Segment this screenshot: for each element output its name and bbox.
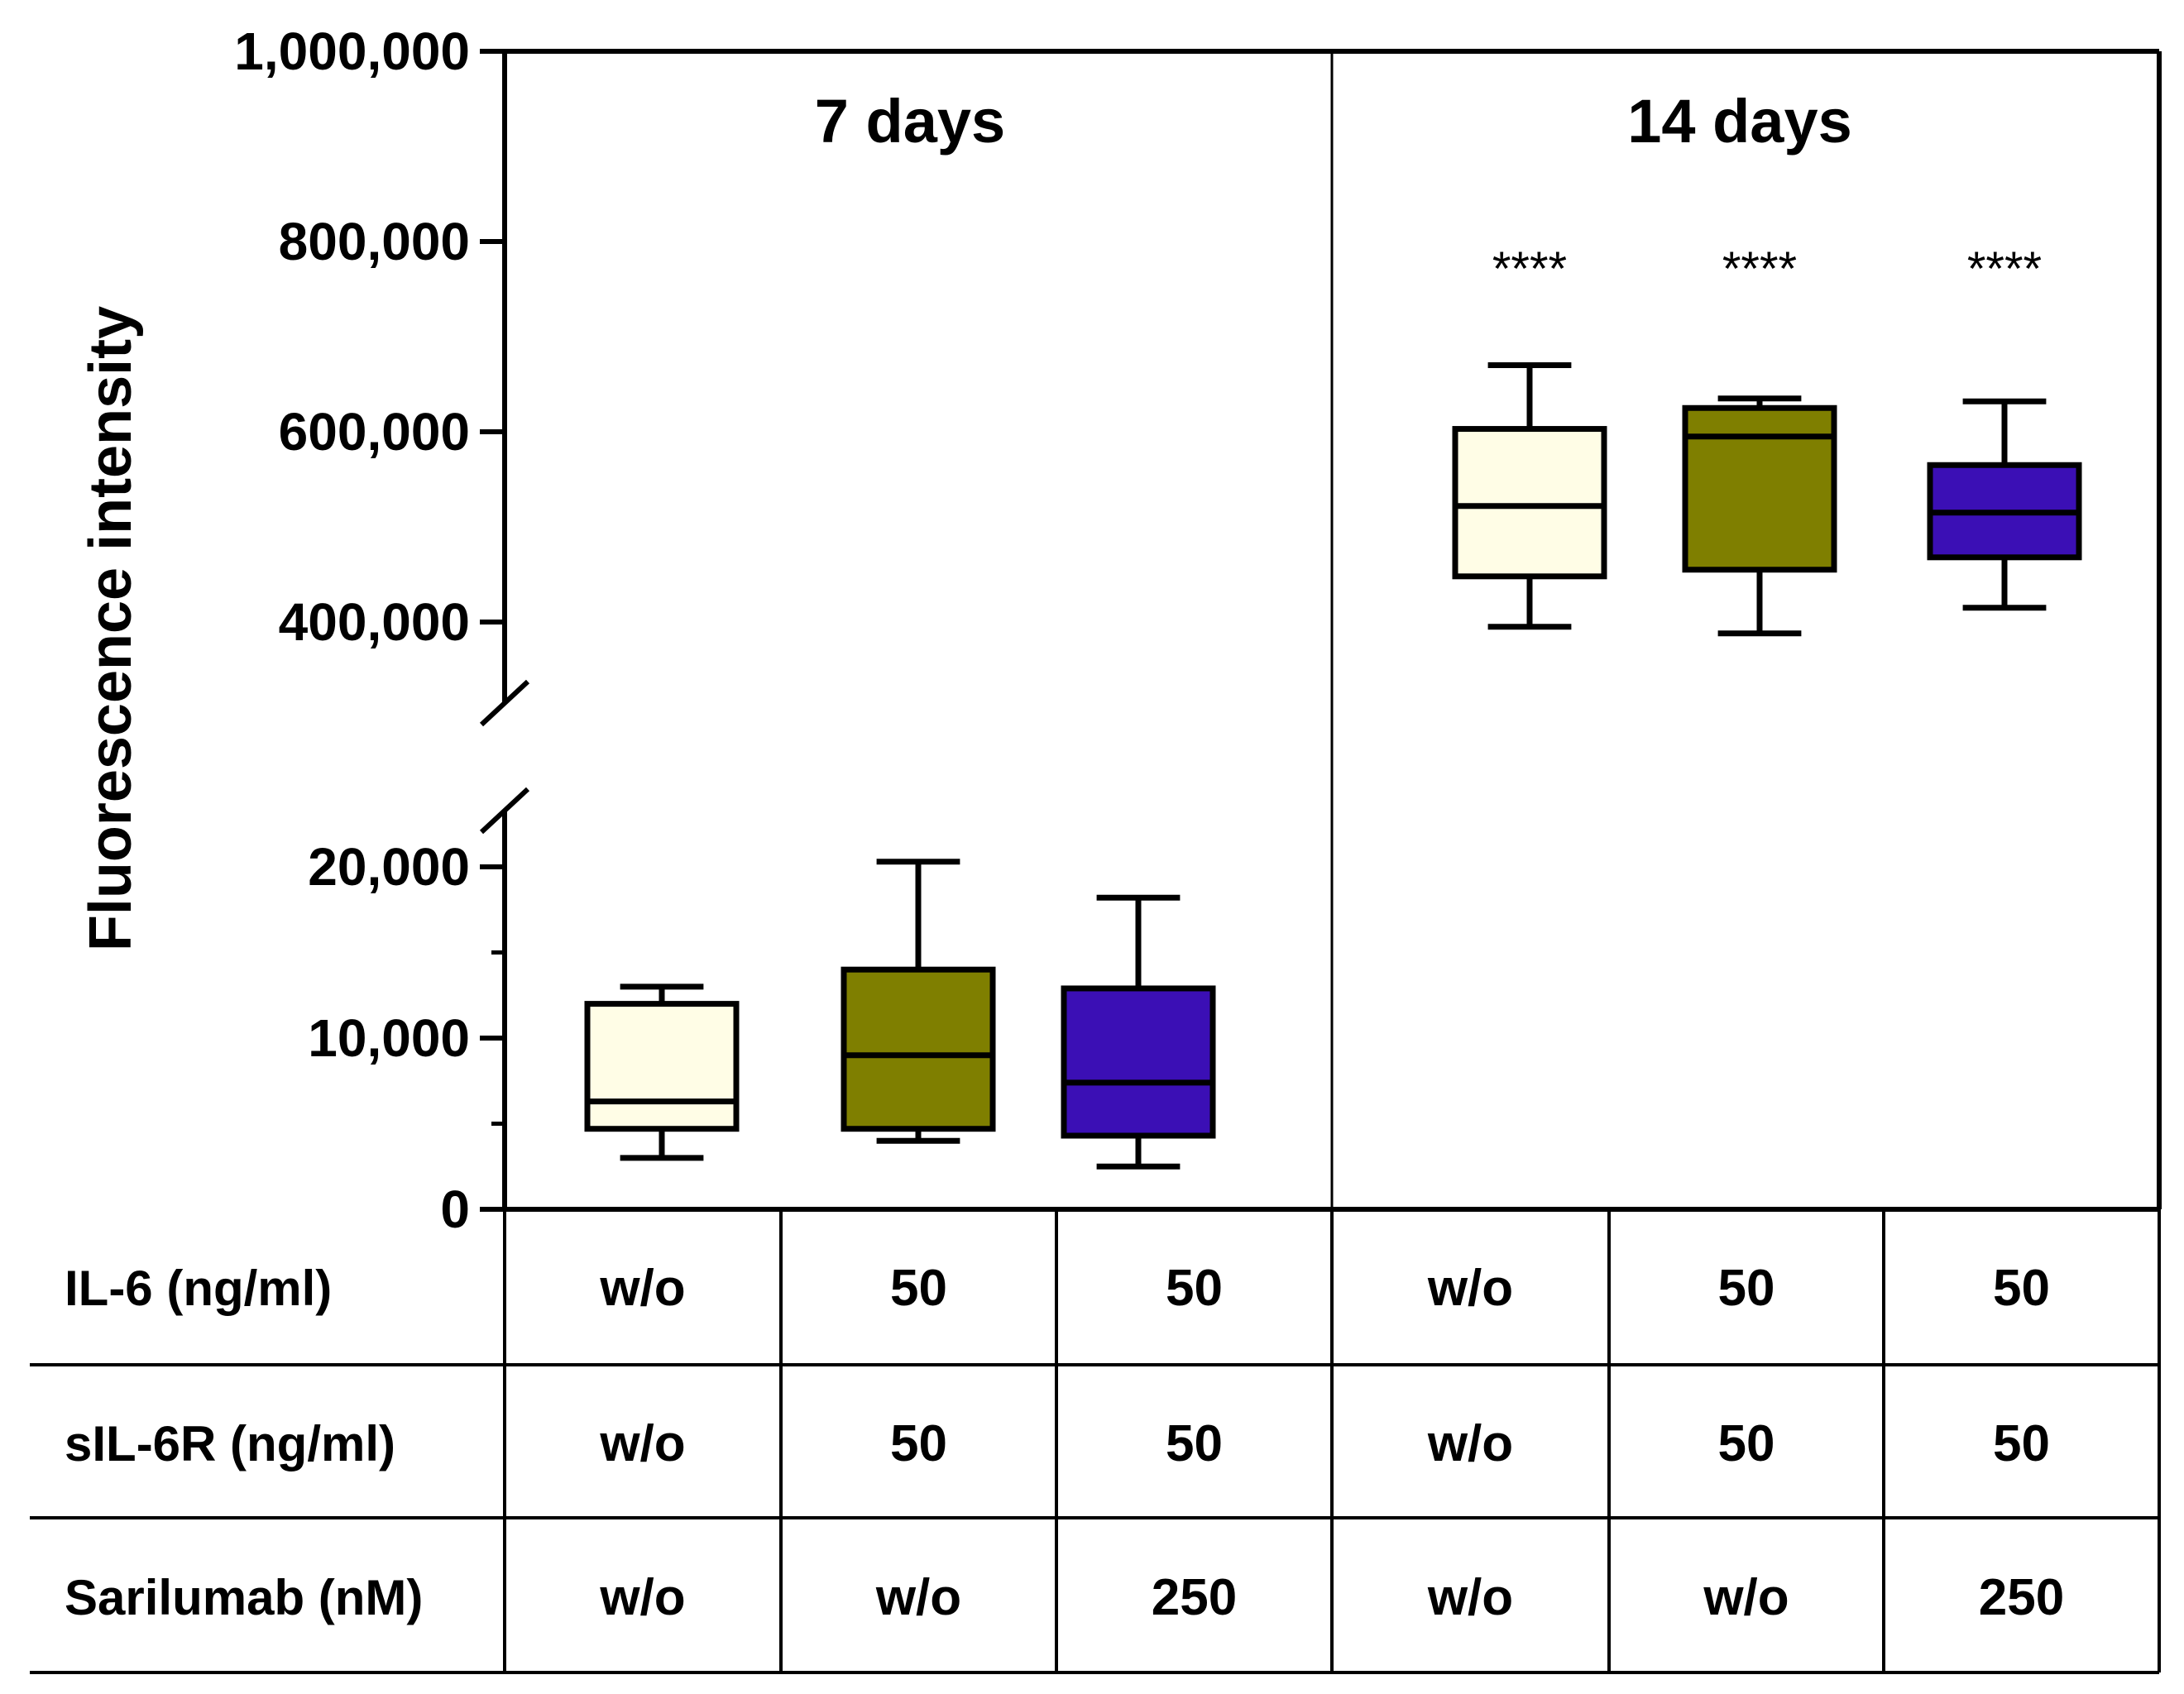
axis-break-mark-upper (479, 679, 530, 727)
significance-label: **** (1492, 242, 1567, 296)
y-axis: 0 10,000 20,000 400,000 600,000 800,000 1,000,… (234, 22, 505, 1239)
box-series: **** **** **** (584, 242, 2082, 1170)
table-cell: 50 (1166, 1415, 1223, 1472)
y-tick-label: 10,000 (308, 1008, 470, 1068)
y-tick-label: 400,000 (279, 592, 470, 652)
box-iqr (1452, 426, 1607, 580)
significance-label: **** (1967, 242, 2042, 296)
table-row-label: IL-6 (ng/ml) (65, 1261, 332, 1316)
box-iqr (584, 1001, 740, 1132)
table-cell: 250 (1979, 1569, 2064, 1626)
table-cell: w/o (1427, 1260, 1513, 1317)
y-tick-label: 800,000 (279, 212, 470, 271)
panel-title-7-days: 7 days (815, 87, 1005, 156)
table-cell: 50 (890, 1260, 947, 1317)
table-cell: 50 (1993, 1260, 2050, 1317)
table-cell: 50 (1993, 1415, 2050, 1472)
y-tick-label: 20,000 (308, 837, 470, 897)
table-cell: 50 (1166, 1260, 1223, 1317)
y-tick-label: 600,000 (279, 402, 470, 462)
box-iqr (1682, 404, 1837, 573)
table-cell: 50 (1718, 1260, 1775, 1317)
table-cell: 50 (1718, 1415, 1775, 1472)
table-cell: 250 (1152, 1569, 1237, 1626)
table-row-label: Sarilumab (nM) (65, 1570, 423, 1625)
axis-break-mark-lower (479, 787, 530, 835)
panel-title-14-days: 14 days (1627, 87, 1852, 156)
table-cell: w/o (1427, 1415, 1513, 1472)
chart-labels: Fluorescence intensity 7 days 14 days (78, 87, 1852, 951)
table-cell: w/o (1703, 1569, 1789, 1626)
significance-label: **** (1722, 242, 1797, 296)
table-cell: w/o (599, 1569, 685, 1626)
conditions-table: IL-6 (ng/ml) w/o 50 50 w/o 50 50 sIL-6R (ng/ml)… (30, 1209, 2161, 1674)
box-iqr (1061, 985, 1216, 1139)
table-row-label: sIL-6R (ng/ml) (65, 1416, 395, 1471)
table-cell: 50 (890, 1415, 947, 1472)
box-iqr (841, 966, 996, 1132)
table-cell: w/o (875, 1569, 961, 1626)
table-cell: w/o (1427, 1569, 1513, 1626)
y-tick-label: 0 (440, 1180, 470, 1239)
table-cell: w/o (599, 1260, 685, 1317)
table-cell: w/o (599, 1415, 685, 1472)
y-axis-title: Fluorescence intensity (78, 306, 144, 951)
y-tick-label: 1,000,000 (234, 22, 470, 81)
